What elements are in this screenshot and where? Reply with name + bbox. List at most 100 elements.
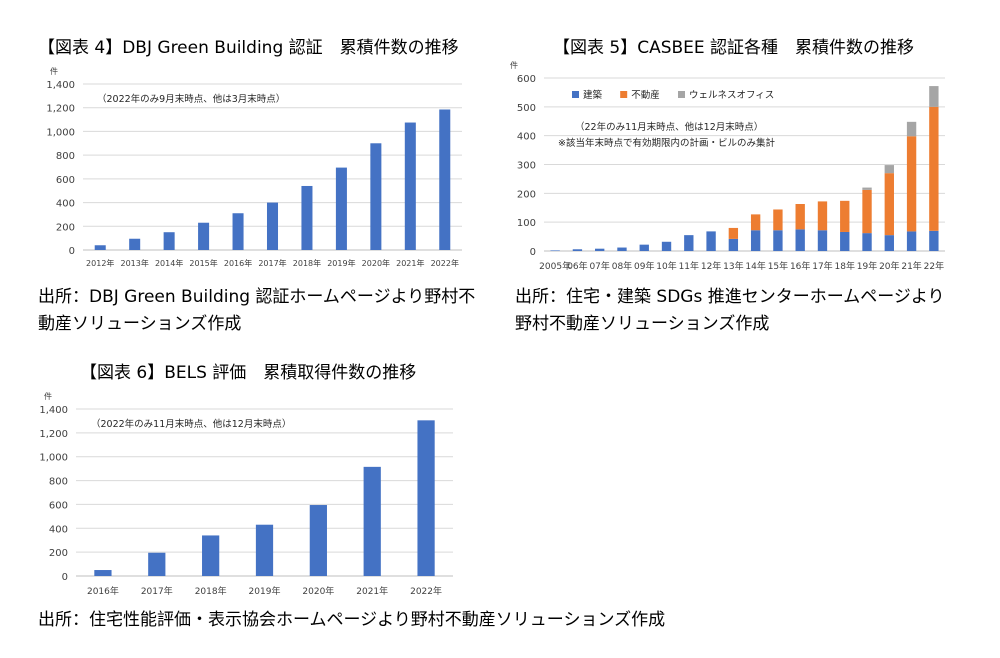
chart5-bar-ウェルネスオフィス (906, 121, 917, 137)
chart5-x-tick-label: 20年 (879, 260, 899, 272)
chart6-note: （2022年のみ11月末時点、他は12月末時点） (91, 418, 291, 430)
chart4-x-tick-label: 2018年 (293, 258, 321, 268)
chart4-y-unit: 件 (50, 66, 58, 76)
chart5-x-tick-label: 17年 (812, 260, 832, 272)
chart5-bar-建築 (795, 229, 805, 251)
chart5-bar-不動産 (728, 227, 739, 239)
chart4-x-tick-label: 2022年 (431, 258, 459, 268)
chart5-bar-不動産 (773, 209, 783, 231)
chart5-x-tick-label: 15年 (768, 260, 788, 272)
chart5-bar-ウェルネスオフィス (862, 187, 872, 190)
chart5-bar-不動産 (884, 173, 894, 236)
chart5-bar-建築 (929, 230, 939, 251)
chart5-bar-建築 (884, 235, 894, 251)
chart4-x-tick-label: 2014年 (155, 258, 183, 268)
chart6-x-tick-label: 2017年 (141, 585, 173, 597)
chart5-x-tick-label: 11年 (679, 260, 699, 272)
chart5-bar-建築 (684, 235, 694, 251)
chart6-y-tick-label: 800 (49, 477, 68, 488)
chart4-bar (301, 185, 313, 250)
chart6-y-tick-label: 1,200 (39, 429, 68, 440)
chart5-y-tick-label: 500 (517, 103, 536, 114)
chart5-x-tick-label: 07年 (589, 260, 609, 272)
chart6-x-tick-label: 2016年 (87, 585, 119, 597)
chart5-y-tick-label: 400 (517, 132, 536, 143)
chart6-x-tick-label: 2020年 (302, 585, 334, 597)
chart5-source: 出所：住宅・建築 SDGs 推進センターホームページより野村不動産ソリューション… (515, 287, 945, 334)
chart5-bar-建築 (817, 230, 828, 251)
chart4-x-tick-label: 2020年 (362, 258, 390, 268)
chart5-bar-建築 (706, 231, 716, 251)
chart5-y-unit: 件 (510, 60, 518, 70)
chart4-bar (232, 213, 244, 250)
chart6-x-tick-label: 2021年 (356, 585, 388, 597)
chart5-x-tick-label: 21年 (901, 260, 921, 272)
chart5-note: （22年のみ11月末時点、他は12月末時点） (575, 121, 763, 133)
chart5-bar-不動産 (862, 189, 872, 234)
chart5-legend-swatch (678, 91, 685, 98)
chart4-bar (94, 245, 106, 250)
chart5-x-tick-label: 10年 (656, 260, 676, 272)
chart4-y-tick-label: 0 (69, 246, 75, 257)
chart6-bar (94, 570, 112, 576)
chart5-y-tick-label: 100 (517, 218, 536, 229)
chart4-bar (129, 238, 141, 250)
chart5-bar-建築 (572, 249, 583, 251)
chart5-legend-label: 建築 (583, 89, 603, 101)
chart5-note: ※該当年末時点で有効期限内の計画・ビルのみ集計 (558, 137, 775, 149)
chart4-x-tick-label: 2019年 (327, 258, 355, 268)
chart5-y-tick-label: 300 (517, 161, 536, 172)
chart4-y-tick-label: 600 (56, 175, 75, 186)
chart6-x-tick-label: 2018年 (195, 585, 227, 597)
chart4-bar (439, 109, 451, 250)
chart4-y-tick-label: 1,200 (46, 104, 75, 115)
chart5-bar-建築 (661, 241, 672, 251)
chart6-y-tick-label: 400 (49, 524, 68, 535)
chart5-x-tick-label: 09年 (634, 260, 654, 272)
chart5-x-tick-label: 19年 (857, 260, 877, 272)
chart5-bar-不動産 (750, 214, 761, 231)
chart5-x-tick-label: 14年 (745, 260, 765, 272)
chart5-bar-ウェルネスオフィス (884, 165, 894, 174)
chart4-note: （2022年のみ9月末時点、他は3月末時点） (97, 93, 285, 105)
chart5-bar-建築 (862, 233, 872, 251)
chart5-bar-不動産 (817, 201, 828, 231)
chart5-bar-不動産 (906, 136, 917, 232)
chart6-y-tick-label: 200 (49, 548, 68, 559)
chart6-title: 【図表 6】BELS 評価 累積取得件数の推移 (80, 363, 417, 383)
chart4-y-tick-label: 800 (56, 151, 75, 162)
chart6-y-tick-label: 600 (49, 500, 68, 511)
chart5-x-tick-label: 13年 (723, 260, 743, 272)
chart4-bar (370, 143, 382, 250)
chart5-bar-建築 (595, 248, 605, 251)
chart4-bar (198, 222, 210, 250)
chart6-y-unit: 件 (44, 391, 52, 401)
chart4-x-tick-label: 2016年 (224, 258, 252, 268)
chart6-bar (255, 524, 274, 576)
chart5-y-tick-label: 0 (530, 247, 536, 258)
chart6-y-tick-label: 0 (62, 572, 68, 583)
chart6-bar (202, 535, 220, 576)
chart5-bar-不動産 (929, 106, 939, 231)
chart6-x-tick-label: 2022年 (410, 585, 442, 597)
chart4-bar (404, 122, 416, 250)
chart5-x-tick-label: 18年 (835, 260, 855, 272)
chart5-x-tick-label: 2005年 (539, 260, 571, 272)
chart5-bar-ウェルネスオフィス (929, 86, 939, 107)
chart5-bar-建築 (750, 230, 761, 251)
chart5-x-tick-label: 12年 (701, 260, 721, 272)
chart4-bar (335, 167, 347, 250)
chart4-x-tick-label: 2015年 (189, 258, 217, 268)
chart4-x-tick-label: 2013年 (121, 258, 149, 268)
chart4-y-tick-label: 200 (56, 222, 75, 233)
chart5-legend-swatch (572, 91, 579, 98)
chart5-bar-建築 (617, 247, 627, 251)
chart5-y-tick-label: 200 (517, 189, 536, 200)
chart4-x-tick-label: 2021年 (396, 258, 424, 268)
chart6-x-tick-label: 2019年 (249, 585, 281, 597)
chart6-bar (363, 466, 381, 576)
chart5-bar-建築 (773, 230, 783, 251)
chart6-bar (148, 552, 166, 576)
